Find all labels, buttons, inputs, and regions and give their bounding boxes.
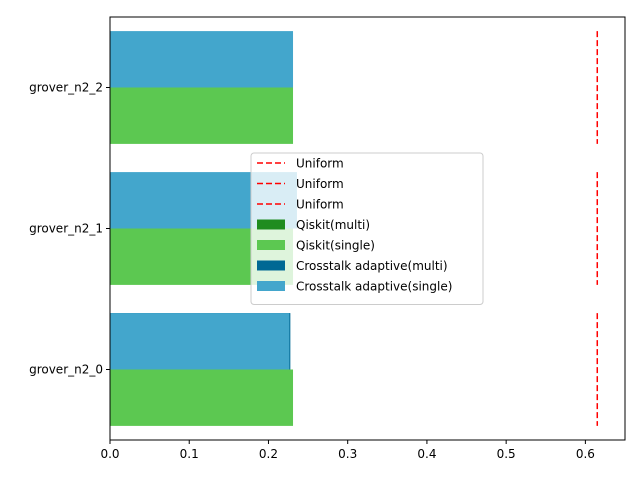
x-tick-label: 0.0 [100, 447, 119, 461]
x-tick-label: 0.5 [497, 447, 516, 461]
legend-patch-swatch [257, 260, 285, 271]
bar-qiskit-single-grover_n2_0 [110, 369, 294, 426]
y-tick-label: grover_n2_1 [29, 222, 103, 236]
legend-box [250, 152, 484, 305]
x-axis-ticks: 0.0 0.1 0.2 0.3 0.4 0.5 0.6 [100, 440, 595, 461]
legend-label: Uniform [296, 157, 344, 171]
legend-label: Uniform [296, 177, 344, 191]
x-tick-label: 0.2 [259, 447, 278, 461]
legend-label: Qiskit(single) [296, 239, 375, 253]
x-tick-label: 0.4 [417, 447, 436, 461]
legend-label: Qiskit(multi) [296, 218, 370, 232]
x-tick-label: 0.6 [576, 447, 595, 461]
legend-label: Uniform [296, 198, 344, 212]
y-axis-ticks: grover_n2_0 grover_n2_1 grover_n2_2 [29, 81, 110, 377]
y-tick-label: grover_n2_0 [29, 363, 103, 377]
legend-label: Crosstalk adaptive(multi) [296, 259, 448, 273]
legend-patch-swatch [257, 240, 285, 250]
legend: Uniform Uniform Uniform Qiskit(multi) Qiskit… [250, 152, 484, 305]
bar-qiskit-single-grover_n2_2 [110, 87, 294, 144]
bar-crosstalk-adaptive-single-grover_n2_0 [110, 313, 290, 370]
x-tick-label: 0.3 [338, 447, 357, 461]
legend-label: Crosstalk adaptive(single) [296, 280, 452, 294]
legend-patch-swatch [257, 219, 285, 230]
bar-crosstalk-adaptive-single-grover_n2_2 [110, 31, 294, 88]
x-tick-label: 0.1 [180, 447, 199, 461]
y-tick-label: grover_n2_2 [29, 81, 103, 95]
legend-patch-swatch [257, 281, 285, 291]
